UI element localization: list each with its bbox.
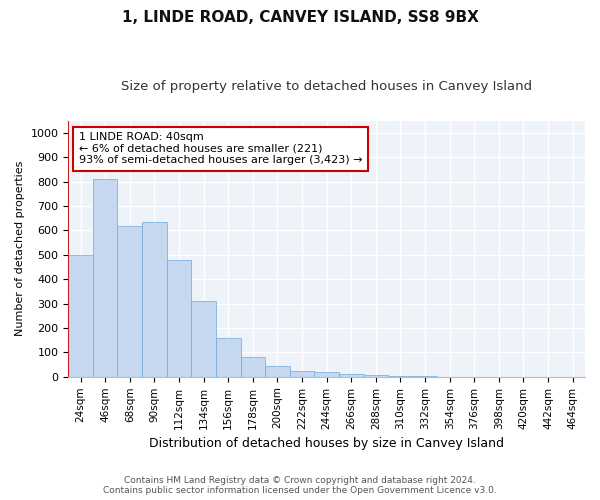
Bar — [68, 255, 93, 377]
Title: Size of property relative to detached houses in Canvey Island: Size of property relative to detached ho… — [121, 80, 532, 93]
Bar — [413, 376, 437, 377]
Bar — [388, 376, 413, 377]
Text: 1, LINDE ROAD, CANVEY ISLAND, SS8 9BX: 1, LINDE ROAD, CANVEY ISLAND, SS8 9BX — [122, 10, 478, 25]
Bar — [265, 366, 290, 377]
Bar — [364, 375, 388, 377]
Bar — [118, 226, 142, 377]
Bar — [93, 179, 118, 377]
Bar — [142, 222, 167, 377]
Y-axis label: Number of detached properties: Number of detached properties — [15, 161, 25, 336]
X-axis label: Distribution of detached houses by size in Canvey Island: Distribution of detached houses by size … — [149, 437, 504, 450]
Bar — [339, 374, 364, 377]
Text: 1 LINDE ROAD: 40sqm
← 6% of detached houses are smaller (221)
93% of semi-detach: 1 LINDE ROAD: 40sqm ← 6% of detached hou… — [79, 132, 362, 166]
Text: Contains HM Land Registry data © Crown copyright and database right 2024.
Contai: Contains HM Land Registry data © Crown c… — [103, 476, 497, 495]
Bar — [290, 370, 314, 377]
Bar — [241, 358, 265, 377]
Bar — [314, 372, 339, 377]
Bar — [216, 338, 241, 377]
Bar — [167, 260, 191, 377]
Bar — [191, 301, 216, 377]
